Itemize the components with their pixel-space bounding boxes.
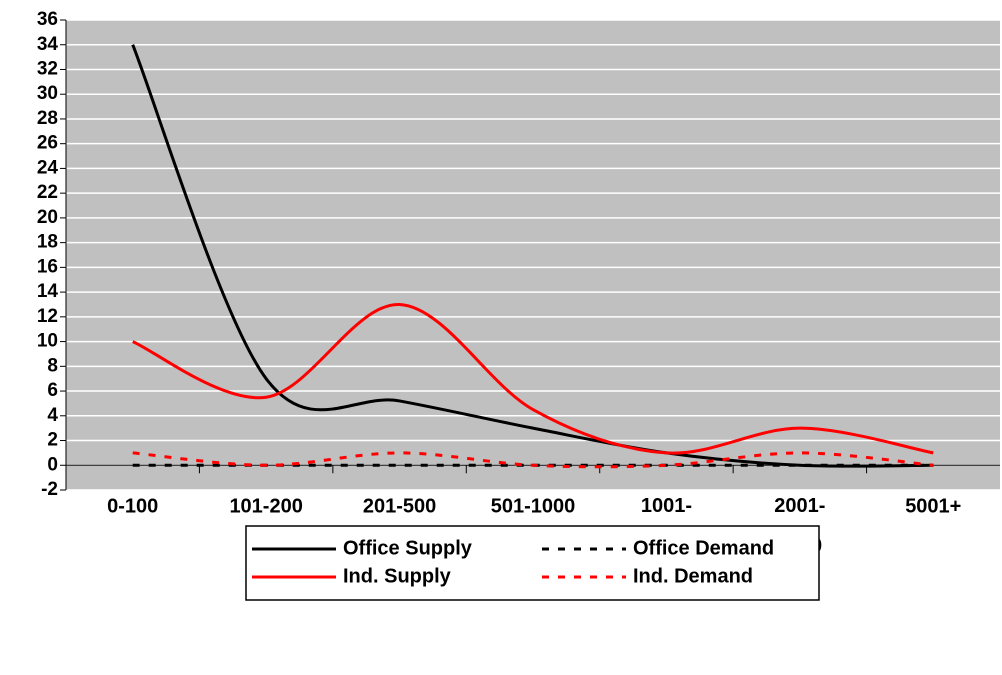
y-tick-label: 32 — [37, 58, 58, 79]
y-tick-label: 20 — [37, 207, 58, 228]
y-tick-label: 36 — [37, 9, 58, 30]
x-tick-label: 0-100 — [107, 495, 158, 517]
y-tick-label: 18 — [37, 232, 58, 253]
series-line — [132, 302, 934, 455]
legend-label: Office Supply — [343, 537, 473, 559]
y-tick-label: 6 — [47, 380, 58, 401]
plot-area — [66, 20, 1000, 490]
x-tick-label: 5001+ — [905, 495, 961, 517]
y-tick-label: 16 — [37, 256, 58, 277]
y-tick-label: 8 — [47, 355, 58, 376]
legend-box — [245, 525, 820, 601]
legend-label: Office Demand — [633, 537, 774, 559]
series-line — [132, 451, 934, 469]
y-tick-label: 10 — [37, 331, 58, 352]
y-tick-label: 24 — [37, 157, 59, 178]
y-tick-label: 14 — [37, 281, 59, 302]
x-tick-label-line: 2001- — [774, 495, 825, 517]
y-tick-label: -2 — [41, 479, 58, 500]
x-tick-label: 201-500 — [363, 495, 436, 517]
y-tick-label: 2 — [47, 430, 58, 451]
y-tick-label: 28 — [37, 108, 58, 129]
x-tick-label: 101-200 — [229, 495, 302, 517]
y-tick-label: 30 — [37, 83, 58, 104]
legend-label: Ind. Supply — [343, 565, 452, 587]
legend-label: Ind. Demand — [633, 565, 753, 587]
y-tick-label: 26 — [37, 133, 58, 154]
y-tick-label: 12 — [37, 306, 58, 327]
x-tick-label-line: 1001- — [641, 495, 692, 517]
y-tick-label: 34 — [37, 34, 59, 55]
y-tick-label: 22 — [37, 182, 58, 203]
y-tick-label: 0 — [47, 454, 58, 475]
y-tick-label: 4 — [47, 405, 58, 426]
x-tick-label: 501-1000 — [491, 495, 576, 517]
